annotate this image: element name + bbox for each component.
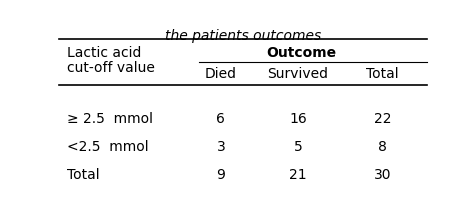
Text: Survived: Survived: [267, 67, 328, 81]
Text: 8: 8: [378, 140, 387, 153]
Text: 30: 30: [374, 167, 391, 181]
Text: Lactic acid: Lactic acid: [66, 46, 141, 59]
Text: Total: Total: [366, 67, 399, 81]
Text: cut-off value: cut-off value: [66, 61, 155, 75]
Text: Outcome: Outcome: [267, 46, 337, 59]
Text: ≥ 2.5  mmol: ≥ 2.5 mmol: [66, 112, 153, 126]
Text: 16: 16: [289, 112, 307, 126]
Text: 22: 22: [374, 112, 391, 126]
Text: 3: 3: [217, 140, 225, 153]
Text: Total: Total: [66, 167, 99, 181]
Text: 5: 5: [294, 140, 302, 153]
Text: 21: 21: [289, 167, 307, 181]
Text: Died: Died: [205, 67, 237, 81]
Text: the patients outcomes: the patients outcomes: [165, 29, 321, 43]
Text: <2.5  mmol: <2.5 mmol: [66, 140, 148, 153]
Text: 9: 9: [217, 167, 225, 181]
Text: 6: 6: [217, 112, 225, 126]
